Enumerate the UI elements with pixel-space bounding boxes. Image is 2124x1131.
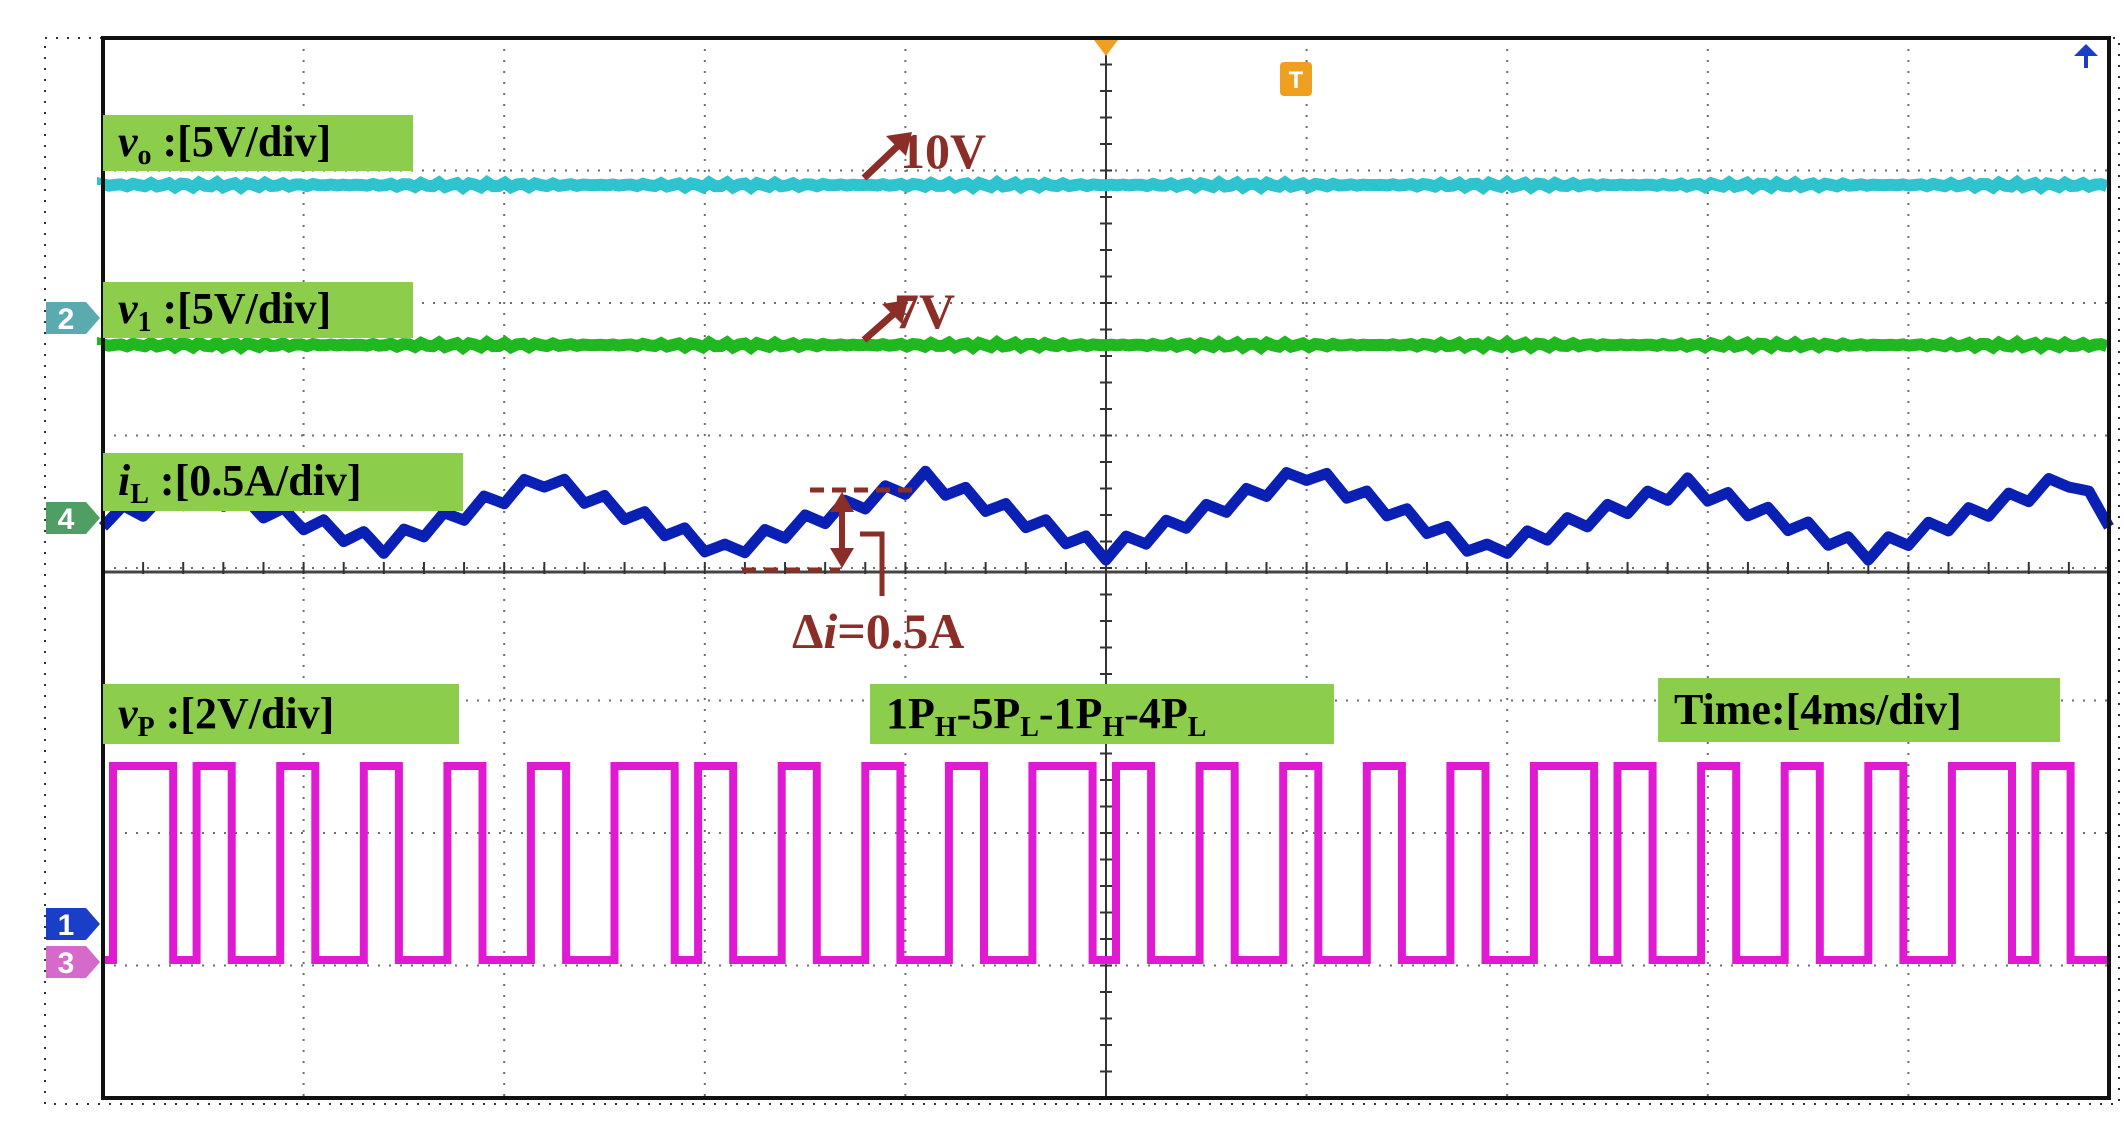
trigger-position-icon <box>1094 40 1118 56</box>
svg-text:iL :[0.5A/div]: iL :[0.5A/div] <box>118 456 362 510</box>
v1-value-text: 7V <box>894 283 955 339</box>
channel-marker-3: 3 <box>46 946 100 980</box>
vo-label-symbol: v <box>118 117 138 166</box>
channel-marker-label: 3 <box>58 947 75 980</box>
pattern-part-1: 1P <box>886 689 935 738</box>
v1-label-sub: 1 <box>138 307 152 338</box>
vp-label-box: vP :[2V/div] <box>103 684 459 744</box>
il-trace <box>98 465 2114 566</box>
trigger-level-icon: T <box>1280 62 1312 96</box>
channel-marker-4: 4 <box>46 502 100 536</box>
channel-marker-1: 1 <box>46 908 100 942</box>
trigger-label: T <box>1289 67 1304 94</box>
vp-trace <box>103 762 2109 964</box>
vp-label-scale: :[2V/div] <box>155 689 335 738</box>
v1-label-box: v1 :[5V/div] <box>103 282 413 338</box>
pattern-part-3: -1P <box>1039 689 1103 738</box>
time-scale-label: Time:[4ms/div] <box>1674 685 1962 734</box>
vp-label-sub: P <box>138 712 155 743</box>
pattern-sub-3: H <box>1102 712 1124 743</box>
pattern-sub-2: L <box>1020 712 1039 743</box>
vo-label-sub: o <box>138 140 152 171</box>
ripple-annotation: Δi=0.5A <box>742 487 964 659</box>
il-label-sub: L <box>130 479 149 510</box>
il-label-box: iL :[0.5A/div] <box>103 453 463 511</box>
channel-marker-label: 1 <box>58 909 75 942</box>
vo-trace <box>97 174 2109 196</box>
scope-traces <box>97 174 2114 964</box>
il-label-symbol: i <box>118 456 131 505</box>
v1-trace <box>97 334 2109 356</box>
v1-value-annotation: 7V <box>861 283 955 343</box>
svg-text:1PH-5PL-1PH-4PL: 1PH-5PL-1PH-4PL <box>886 689 1206 743</box>
ripple-symbol: i <box>823 603 837 659</box>
ripple-value: =0.5A <box>837 603 964 659</box>
vp-label-symbol: v <box>118 689 138 738</box>
offscreen-arrow-icon <box>2074 44 2098 68</box>
svg-text:vo :[5V/div]: vo :[5V/div] <box>118 117 331 171</box>
scope-grid <box>102 37 2110 1099</box>
vo-label-box: vo :[5V/div] <box>103 115 413 171</box>
pattern-part-2: -5P <box>957 689 1021 738</box>
channel-marker-label: 4 <box>58 503 75 536</box>
channel-marker-2: 2 <box>46 302 100 336</box>
pulse-pattern-label-box: 1PH-5PL-1PH-4PL <box>870 684 1334 744</box>
v1-label-symbol: v <box>118 284 138 333</box>
vo-value-text: 10V <box>900 123 986 179</box>
time-scale-label-box: Time:[4ms/div] <box>1658 678 2060 742</box>
pattern-part-4: -4P <box>1124 689 1188 738</box>
svg-text:Δi=0.5A: Δi=0.5A <box>792 603 964 659</box>
vo-value-annotation: 10V <box>861 123 986 181</box>
svg-text:v1 :[5V/div]: v1 :[5V/div] <box>118 284 331 338</box>
svg-text:vP :[2V/div]: vP :[2V/div] <box>118 689 334 743</box>
channel-marker-label: 2 <box>58 303 75 336</box>
channel-markers: 2 4 1 3 <box>46 302 100 980</box>
il-label-scale: :[0.5A/div] <box>149 456 362 505</box>
ripple-delta: Δ <box>792 603 823 659</box>
v1-label-scale: :[5V/div] <box>152 284 332 333</box>
pattern-sub-4: L <box>1188 712 1207 743</box>
plot-border <box>101 36 2111 1100</box>
vo-label-scale: :[5V/div] <box>152 117 332 166</box>
outer-dotted-frame <box>44 37 2120 1105</box>
pattern-sub-1: H <box>935 712 957 743</box>
